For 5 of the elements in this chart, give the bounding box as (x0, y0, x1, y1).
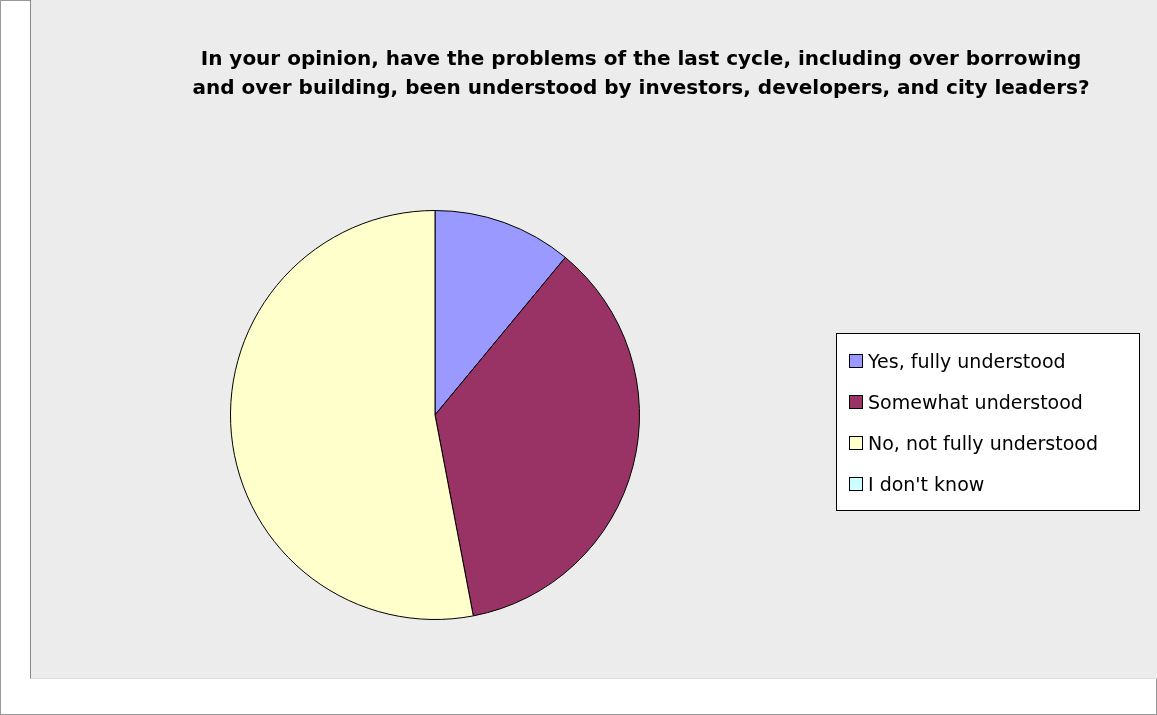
chart-title: In your opinion, have the problems of the last cycle, including over borrowing and over building, been understood by investors, developers, and city leaders? (191, 45, 1091, 101)
legend-label: Yes, fully understood (868, 349, 1066, 372)
legend-label: I don't know (868, 472, 985, 495)
legend-label: Somewhat understood (868, 390, 1083, 413)
legend-label: No, not fully understood (868, 431, 1098, 454)
